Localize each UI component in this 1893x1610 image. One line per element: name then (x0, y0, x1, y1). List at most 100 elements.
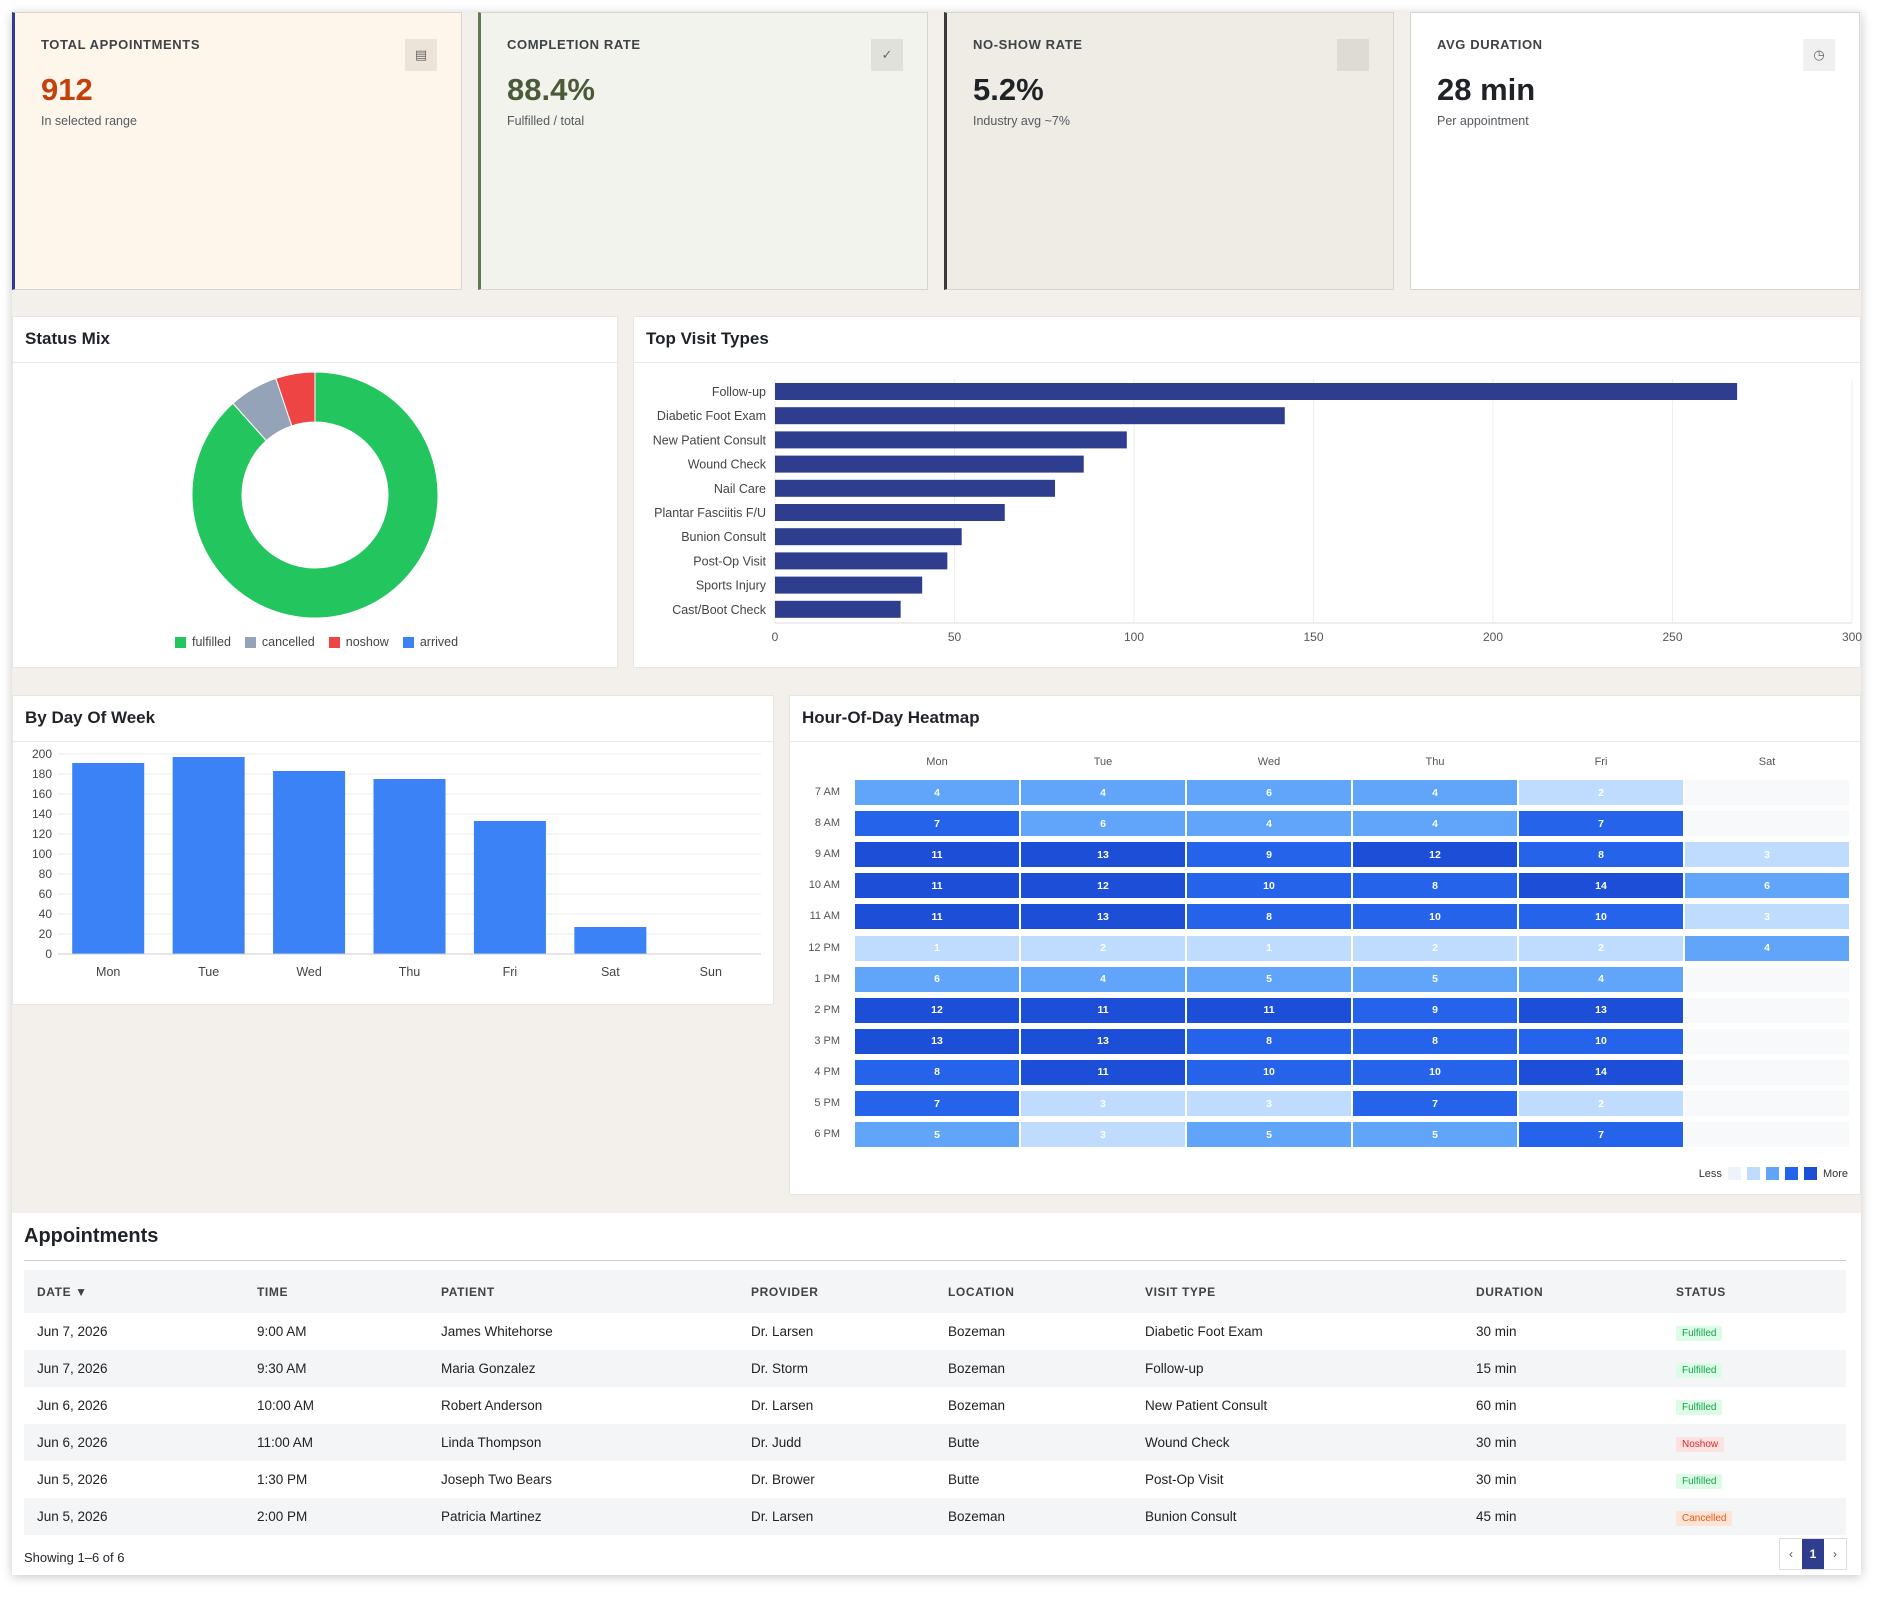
heatmap-cell[interactable]: 11 (1021, 997, 1185, 1023)
heatmap-cell[interactable]: 3 (1021, 1091, 1185, 1116)
bar-visit-type[interactable] (775, 600, 901, 618)
legend-item-noshow[interactable]: noshow (328, 635, 389, 649)
heatmap-cell[interactable]: 10 (1353, 1059, 1517, 1085)
heatmap-cell[interactable]: 8 (1519, 842, 1683, 868)
heatmap-cell[interactable]: 3 (1685, 842, 1849, 868)
heatmap-cell[interactable]: 4 (1021, 780, 1185, 805)
bar-visit-type[interactable] (775, 504, 1005, 521)
next-page-button[interactable]: › (1833, 1547, 1837, 1561)
legend-item-fulfilled[interactable]: fulfilled (175, 635, 231, 649)
heatmap-cell[interactable]: 10 (1353, 904, 1517, 930)
page-1-button[interactable]: 1 (1802, 1539, 1824, 1569)
bar-day[interactable] (373, 779, 446, 954)
heatmap-cell[interactable]: 11 (1187, 997, 1351, 1023)
heatmap-cell[interactable]: 9 (1187, 842, 1351, 868)
column-header[interactable]: DATE ▼ (24, 1270, 244, 1313)
heatmap-cell[interactable]: 4 (1021, 966, 1185, 992)
heatmap-cell[interactable]: 13 (1021, 842, 1185, 868)
table-row[interactable]: Jun 7, 2026 9:30 AM Maria Gonzalez Dr. Stor… (24, 1350, 1846, 1387)
heatmap-cell[interactable] (1685, 1122, 1849, 1148)
heatmap-cell[interactable] (1685, 1059, 1849, 1085)
heatmap-cell[interactable]: 1 (855, 935, 1019, 961)
heatmap-cell[interactable] (1685, 966, 1849, 992)
heatmap-cell[interactable]: 10 (1187, 1059, 1351, 1085)
bar-visit-type[interactable] (775, 455, 1084, 473)
heatmap-cell[interactable]: 13 (1021, 1028, 1185, 1054)
heatmap-cell[interactable]: 7 (1353, 1091, 1517, 1116)
heatmap-cell[interactable]: 5 (1187, 966, 1351, 992)
heatmap-cell[interactable]: 2 (1519, 935, 1683, 961)
table-row[interactable]: Jun 6, 2026 10:00 AM Robert Anderson Dr. La… (24, 1387, 1846, 1424)
heatmap-cell[interactable]: 6 (855, 966, 1019, 992)
heatmap-cell[interactable]: 8 (855, 1059, 1019, 1085)
donut-slice-fulfilled[interactable] (191, 371, 439, 619)
heatmap-cell[interactable]: 14 (1519, 873, 1683, 899)
heatmap-cell[interactable]: 8 (1353, 1028, 1517, 1054)
bar-visit-type[interactable] (775, 576, 923, 594)
heatmap-cell[interactable]: 2 (1021, 935, 1185, 961)
heatmap-cell[interactable]: 4 (855, 780, 1019, 805)
heatmap-cell[interactable]: 10 (1187, 873, 1351, 899)
heatmap-cell[interactable]: 7 (855, 1091, 1019, 1116)
heatmap-cell[interactable]: 12 (855, 997, 1019, 1023)
bar-day[interactable] (473, 821, 546, 954)
heatmap-cell[interactable]: 5 (855, 1122, 1019, 1148)
heatmap-cell[interactable]: 5 (1353, 966, 1517, 992)
bar-visit-type[interactable] (775, 407, 1285, 425)
heatmap-cell[interactable]: 8 (1353, 873, 1517, 899)
heatmap-cell[interactable] (1685, 780, 1849, 805)
table-row[interactable]: Jun 6, 2026 11:00 AM Linda Thompson Dr. Jud… (24, 1424, 1846, 1461)
heatmap-cell[interactable]: 11 (855, 873, 1019, 899)
bar-visit-type[interactable] (775, 552, 948, 570)
legend-item-cancelled[interactable]: cancelled (244, 635, 315, 649)
heatmap-cell[interactable]: 5 (1187, 1122, 1351, 1148)
table-row[interactable]: Jun 5, 2026 2:00 PM Patricia Martinez Dr. L… (24, 1498, 1846, 1535)
heatmap-cell[interactable]: 7 (1519, 1122, 1683, 1148)
heatmap-cell[interactable]: 4 (1353, 780, 1517, 805)
heatmap-cell[interactable]: 4 (1353, 811, 1517, 837)
heatmap-cell[interactable]: 13 (855, 1028, 1019, 1054)
bar-day[interactable] (72, 763, 145, 954)
heatmap-cell[interactable]: 12 (1353, 842, 1517, 868)
heatmap-cell[interactable]: 11 (1021, 1059, 1185, 1085)
bar-visit-type[interactable] (775, 383, 1738, 400)
prev-page-button[interactable]: ‹ (1789, 1547, 1793, 1561)
heatmap-cell[interactable]: 12 (1021, 873, 1185, 899)
heatmap-cell[interactable]: 10 (1519, 1028, 1683, 1054)
table-row[interactable]: Jun 7, 2026 9:00 AM James Whitehorse Dr. La… (24, 1313, 1846, 1350)
bar-day[interactable] (574, 927, 647, 954)
heatmap-cell[interactable] (1685, 1091, 1849, 1116)
heatmap-cell[interactable]: 5 (1353, 1122, 1517, 1148)
heatmap-cell[interactable]: 4 (1519, 966, 1683, 992)
heatmap-cell[interactable]: 6 (1021, 811, 1185, 837)
bar-visit-type[interactable] (775, 479, 1056, 497)
heatmap-cell[interactable]: 6 (1187, 780, 1351, 805)
donut-slice-noshow[interactable] (275, 371, 316, 427)
heatmap-cell[interactable]: 8 (1187, 1028, 1351, 1054)
heatmap-cell[interactable]: 6 (1685, 873, 1849, 899)
heatmap-cell[interactable]: 14 (1519, 1059, 1683, 1085)
heatmap-cell[interactable]: 7 (855, 811, 1019, 837)
heatmap-cell[interactable]: 1 (1187, 935, 1351, 961)
bar-visit-type[interactable] (775, 431, 1127, 449)
heatmap-cell[interactable]: 3 (1021, 1122, 1185, 1148)
bar-day[interactable] (273, 771, 346, 954)
bar-visit-type[interactable] (775, 528, 962, 546)
heatmap-cell[interactable]: 2 (1519, 1091, 1683, 1116)
heatmap-cell[interactable]: 3 (1685, 904, 1849, 930)
heatmap-cell[interactable]: 11 (855, 842, 1019, 868)
heatmap-cell[interactable]: 2 (1519, 780, 1683, 805)
heatmap-cell[interactable] (1685, 811, 1849, 837)
heatmap-cell[interactable]: 8 (1187, 904, 1351, 930)
heatmap-cell[interactable]: 2 (1353, 935, 1517, 961)
heatmap-cell[interactable]: 3 (1187, 1091, 1351, 1116)
heatmap-cell[interactable]: 4 (1187, 811, 1351, 837)
heatmap-cell[interactable]: 13 (1021, 904, 1185, 930)
heatmap-cell[interactable]: 4 (1685, 935, 1849, 961)
heatmap-cell[interactable] (1685, 1028, 1849, 1054)
heatmap-cell[interactable]: 7 (1519, 811, 1683, 837)
table-row[interactable]: Jun 5, 2026 1:30 PM Joseph Two Bears Dr. Br… (24, 1461, 1846, 1498)
heatmap-cell[interactable] (1685, 997, 1849, 1023)
legend-item-arrived[interactable]: arrived (402, 635, 458, 649)
heatmap-cell[interactable]: 11 (855, 904, 1019, 930)
